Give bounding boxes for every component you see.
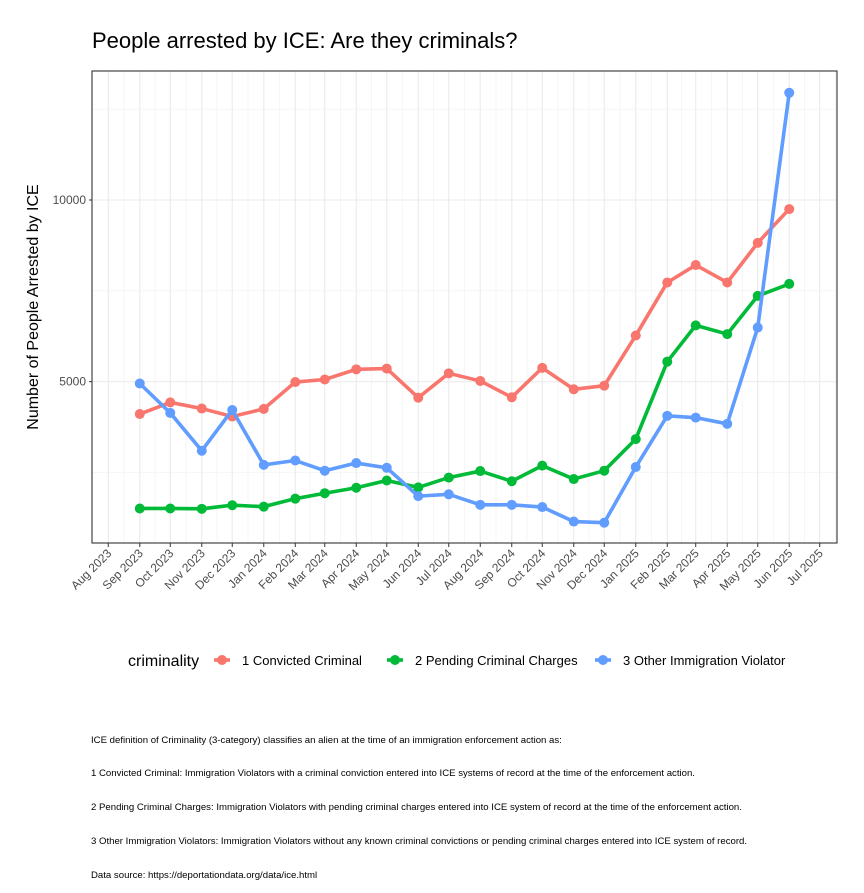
data-point <box>290 455 301 466</box>
data-point <box>568 384 579 395</box>
series-lines <box>91 70 838 544</box>
legend-key-point <box>598 655 608 665</box>
data-point <box>475 499 486 510</box>
data-point <box>381 363 392 374</box>
data-point <box>381 475 392 486</box>
data-point <box>784 87 795 98</box>
data-point <box>784 204 795 215</box>
data-point <box>630 462 641 473</box>
legend: criminality 1 Convicted Criminal 2 Pendin… <box>128 653 786 670</box>
data-point <box>413 491 424 502</box>
caption: ICE definition of Criminality (3-categor… <box>91 712 747 893</box>
series-line <box>137 207 792 419</box>
data-point <box>443 368 454 379</box>
data-point <box>351 364 362 375</box>
data-point <box>690 260 701 271</box>
data-point <box>722 329 733 340</box>
legend-label: 3 Other Immigration Violator <box>623 653 786 668</box>
data-point <box>290 377 301 388</box>
data-point <box>506 499 517 510</box>
caption-line: 2 Pending Criminal Charges: Immigration … <box>91 802 742 814</box>
series-line <box>137 91 792 525</box>
data-point <box>506 392 517 403</box>
data-point <box>165 397 176 408</box>
panel-border <box>91 70 838 544</box>
data-point <box>227 405 238 416</box>
data-point <box>319 465 330 476</box>
data-point <box>690 412 701 423</box>
data-point <box>630 330 641 341</box>
data-point <box>662 277 673 288</box>
data-point <box>599 517 610 528</box>
legend-key-1 <box>214 655 230 665</box>
caption-line: ICE definition of Criminality (3-categor… <box>91 734 562 746</box>
data-point <box>258 403 269 414</box>
legend-key-point <box>390 655 400 665</box>
y-axis: 5000 10000 <box>53 193 92 389</box>
data-point <box>537 362 548 373</box>
data-point <box>662 356 673 367</box>
legend-label: 1 Convicted Criminal <box>242 653 362 668</box>
series-1 <box>134 204 795 422</box>
data-point <box>630 434 641 445</box>
data-point <box>599 380 610 391</box>
data-point <box>227 500 238 511</box>
data-point <box>599 465 610 476</box>
data-point <box>319 488 330 499</box>
data-point <box>537 502 548 513</box>
data-point <box>690 320 701 331</box>
legend-key-3 <box>595 655 611 665</box>
data-point <box>443 489 454 500</box>
data-point <box>722 418 733 429</box>
series-3 <box>134 87 795 528</box>
data-point <box>165 503 176 514</box>
data-point <box>196 445 207 456</box>
legend-title: criminality <box>128 653 199 670</box>
data-point <box>351 482 362 493</box>
data-point <box>568 516 579 527</box>
plot-panel <box>92 71 837 543</box>
data-point <box>722 277 733 288</box>
data-point <box>258 501 269 512</box>
series-2 <box>134 278 795 514</box>
data-point <box>568 474 579 485</box>
legend-key-point <box>217 655 227 665</box>
data-point <box>475 375 486 386</box>
data-point <box>290 493 301 504</box>
caption-line: 3 Other Immigration Violators: Immigrati… <box>91 836 748 848</box>
data-point <box>537 460 548 471</box>
data-point <box>258 459 269 470</box>
caption-line: Data source: https://deportationdata.org… <box>91 870 318 882</box>
data-point <box>319 374 330 385</box>
data-point <box>662 410 673 421</box>
caption-line: 1 Convicted Criminal: Immigration Violat… <box>91 768 695 780</box>
data-point <box>134 378 145 389</box>
data-point <box>165 407 176 418</box>
data-point <box>443 472 454 483</box>
data-point <box>506 476 517 487</box>
data-point <box>196 503 207 514</box>
data-point <box>196 403 207 414</box>
data-point <box>351 458 362 469</box>
data-point <box>134 503 145 514</box>
y-axis-label: Number of People Arrested by ICE <box>25 184 42 429</box>
series-line <box>137 282 792 511</box>
data-point <box>784 278 795 289</box>
data-point <box>381 462 392 473</box>
chart-title: People arrested by ICE: Are they crimina… <box>92 28 518 53</box>
data-point <box>413 392 424 403</box>
data-point <box>413 482 424 493</box>
y-tick-label: 5000 <box>59 375 86 389</box>
line-chart: People arrested by ICE: Are they crimina… <box>25 28 838 670</box>
data-point <box>134 409 145 420</box>
data-point <box>752 237 763 248</box>
y-tick-label: 10000 <box>53 193 87 207</box>
data-point <box>752 322 763 333</box>
data-point <box>475 466 486 477</box>
legend-key-2 <box>387 655 403 665</box>
legend-label: 2 Pending Criminal Charges <box>415 653 578 668</box>
